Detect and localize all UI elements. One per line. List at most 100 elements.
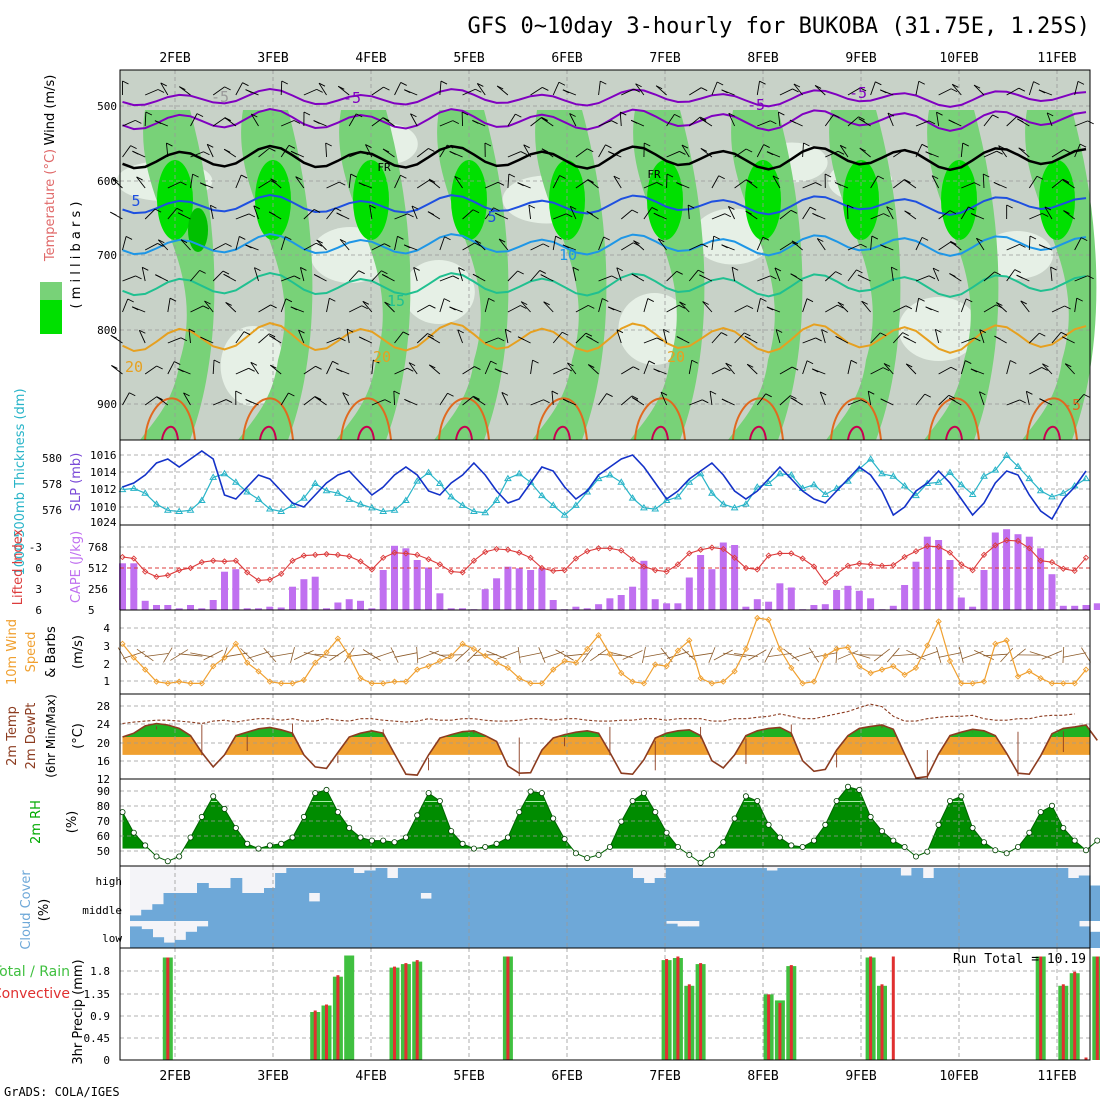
rh2m-point (154, 854, 159, 859)
cloud-cell-low (141, 929, 153, 948)
cloud-cell-low (487, 921, 499, 948)
rh2m-point (823, 822, 828, 827)
precip-total-bar (344, 956, 354, 1061)
wind10m-barb (204, 650, 223, 660)
cape-bar (436, 593, 443, 610)
rh2m-point (1061, 825, 1066, 830)
rh2m-point (437, 798, 442, 803)
cloud-cell-high (1079, 876, 1091, 894)
rh-tick-label: 80 (97, 800, 110, 813)
wind10m-barb (294, 650, 313, 659)
cape-bar (312, 577, 319, 610)
rh2m-point (267, 843, 272, 848)
rh2m-point (981, 840, 986, 845)
cloud-cell-low (934, 921, 946, 948)
rh2m-point (845, 784, 850, 789)
cape-bar (720, 543, 727, 611)
cloud-cell-middle (409, 893, 421, 921)
cloud-cell-middle (856, 893, 868, 921)
cloud-cell-high (543, 868, 555, 893)
rh-tick-label: 60 (97, 830, 110, 843)
wind10m-barb (962, 651, 983, 659)
li-tick-label: -3 (29, 541, 42, 554)
cloud-cell-middle (934, 893, 946, 921)
cloud-cell-low (733, 921, 745, 948)
cloud-cell-high (923, 878, 935, 893)
cloud-cell-low (476, 921, 488, 948)
cloud-cell-middle (1079, 893, 1091, 921)
cape-bar (595, 604, 602, 610)
cloud-cell-middle (141, 910, 153, 921)
cloud-cell-middle (722, 893, 734, 921)
thickness-point (1083, 476, 1089, 481)
cloud-cell-low (722, 921, 734, 948)
wind10m-barb (1081, 648, 1090, 663)
cloud-cell-middle (923, 893, 935, 921)
rh2m-point (925, 849, 930, 854)
rh2m-point (1072, 838, 1077, 843)
date-label-top: 4FEB (355, 51, 386, 66)
cloud-cell-high (398, 868, 410, 893)
cape-bar (380, 570, 387, 610)
cloud-cell-high (1001, 868, 1013, 893)
cloud-cell-high (889, 868, 901, 893)
rh2m-point (415, 813, 420, 818)
cloud-cell-low (777, 921, 789, 948)
cloud-cell-high (733, 868, 745, 893)
wind-tick-label: 2 (103, 658, 110, 671)
rh2m-point (165, 859, 170, 864)
cloud-cell-high (454, 868, 466, 893)
cloud-cell-low (554, 921, 566, 948)
cape-bar (1015, 534, 1022, 610)
rh-tick-label: 70 (97, 815, 110, 828)
cloud-cell-high (800, 868, 812, 893)
wind10m-barb (497, 651, 518, 659)
cloud-cell-high (956, 868, 968, 893)
cloud-cell-low (577, 921, 589, 948)
contour-label: 20 (125, 358, 143, 376)
cloud-cell-high (588, 868, 600, 893)
cloud-cell-low (1057, 921, 1069, 948)
cloud-cell-low (364, 921, 376, 948)
cloud-cell-low (766, 921, 778, 948)
cloud-cell-middle (621, 893, 633, 921)
precip-convective-bar (790, 965, 793, 1060)
rh2m-point (426, 791, 431, 796)
date-label-top: 8FEB (747, 51, 778, 66)
cloud-cell-high (431, 868, 443, 893)
cloud-cell-low (833, 921, 845, 948)
precip-convective-bar (336, 975, 339, 1060)
cloud-cell-high (487, 868, 499, 893)
cloud-cell-low (431, 921, 443, 948)
cloud-cell-low (532, 921, 544, 948)
cloud-cell-low (822, 921, 834, 948)
cape-bar (289, 587, 296, 610)
cloud-cell-middle (521, 893, 533, 921)
cloud-cell-high (900, 876, 912, 894)
wind10m-barb (145, 653, 169, 656)
rh2m-point (947, 798, 952, 803)
cloud-cell-middle (822, 893, 834, 921)
cloud-cell-middle (253, 893, 265, 921)
cloud-cell-middle (454, 893, 466, 921)
cloud-cell-high (532, 868, 544, 893)
cloud-cell-low (911, 921, 923, 948)
pressure-tick-label: 600 (97, 175, 117, 188)
rh2m-point (358, 835, 363, 840)
cloud-cell-middle (945, 893, 957, 921)
cloud-cell-low (387, 921, 399, 948)
cloud-cell-low (164, 943, 176, 948)
cloud-cell-middle (152, 904, 164, 921)
wind10m-barb (118, 648, 127, 663)
cloud-cell-middle (554, 893, 566, 921)
cloud-level-label: middle (82, 904, 122, 917)
date-label-top: 6FEB (551, 51, 582, 66)
slp-axis-label: SLP (mb) (69, 453, 84, 512)
wind10m-barb (734, 654, 758, 657)
wind10m-barb (768, 653, 792, 656)
rh2m-point (211, 794, 216, 799)
cape-bar (606, 598, 613, 610)
cloud-cell-high (677, 868, 689, 893)
cloud-cell-middle (867, 893, 879, 921)
